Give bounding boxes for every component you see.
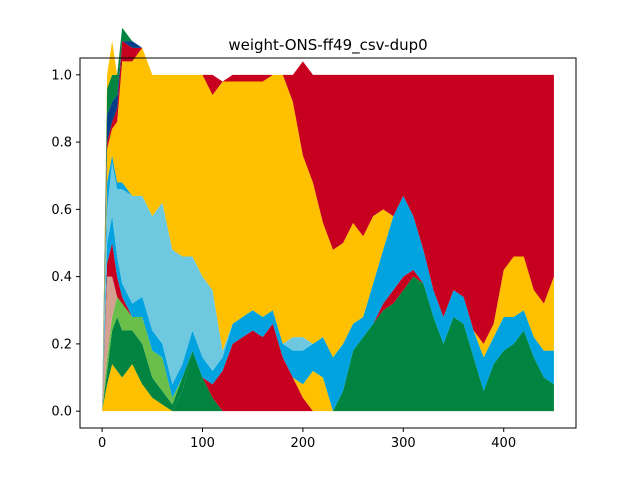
- area-series-8: [102, 195, 554, 412]
- y-tick-label: 1.0: [51, 68, 72, 83]
- x-tick-label: 100: [190, 436, 215, 451]
- y-tick-label: 0.2: [51, 337, 72, 352]
- y-tick-label: 0.0: [51, 405, 72, 420]
- y-tick-label: 0.8: [51, 136, 72, 151]
- y-axis: 0.0 0.2 0.4 0.6 0.8 1.0: [51, 68, 80, 420]
- x-tick-label: 0: [98, 436, 106, 451]
- y-tick-label: 0.4: [51, 270, 72, 285]
- x-tick-label: 400: [491, 436, 516, 451]
- x-tick-label: 300: [391, 436, 416, 451]
- area-series-3: [102, 269, 554, 412]
- area-series-1: [102, 276, 554, 412]
- chart-title: weight-ONS-ff49_csv-dup0: [228, 36, 427, 55]
- area-series-9: [102, 162, 554, 412]
- x-axis: 0 100 200 300 400: [98, 428, 516, 451]
- x-tick-label: 200: [290, 436, 315, 451]
- plot-frame: [79, 57, 577, 429]
- area-series-group: [102, 27, 554, 412]
- area-series-11: [102, 47, 554, 412]
- y-tick-label: 0.6: [51, 203, 72, 218]
- area-series-12: [102, 41, 554, 412]
